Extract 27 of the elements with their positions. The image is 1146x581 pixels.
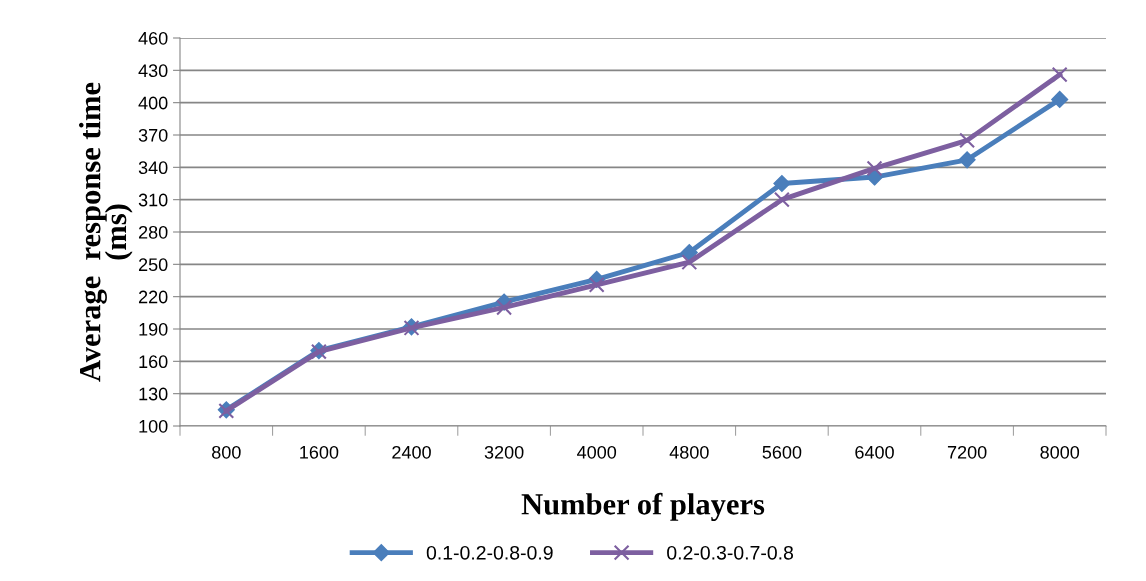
x-axis-title: Number of players — [521, 492, 765, 521]
y-tick-label: 340 — [138, 161, 168, 175]
y-tick-label: 400 — [138, 96, 168, 110]
y-tick-label: 160 — [139, 355, 168, 369]
y-tick-label: 430 — [138, 64, 168, 78]
x-tick-label: 1600 — [300, 445, 339, 459]
x-tick-label: 4800 — [669, 445, 709, 459]
y-tick-label: 220 — [138, 290, 168, 304]
y-tick-label: 190 — [139, 322, 168, 336]
y-tick-label: 370 — [138, 128, 168, 142]
x-tick-label: 3200 — [484, 445, 524, 459]
x-tick-label: 4000 — [577, 445, 617, 459]
y-tick-label: 130 — [139, 387, 168, 401]
y-axis-title: Average response time (ms) — [78, 82, 133, 382]
legend-label: 0.2-0.3-0.7-0.8 — [667, 545, 794, 560]
y-tick-label: 310 — [138, 193, 168, 207]
legend-label: 0.1-0.2-0.8-0.9 — [426, 545, 553, 560]
x-tick-label: 800 — [212, 445, 241, 459]
y-tick-label: 280 — [138, 225, 168, 239]
x-tick-label: 2400 — [392, 445, 431, 459]
y-tick-label: 460 — [138, 31, 168, 45]
y-tick-label: 250 — [138, 258, 168, 272]
y-tick-label: 100 — [139, 419, 168, 433]
x-tick-label: 8000 — [1040, 445, 1080, 459]
x-tick-label: 5600 — [762, 445, 802, 459]
x-tick-label: 6400 — [855, 445, 894, 459]
x-tick-label: 7200 — [947, 445, 987, 459]
